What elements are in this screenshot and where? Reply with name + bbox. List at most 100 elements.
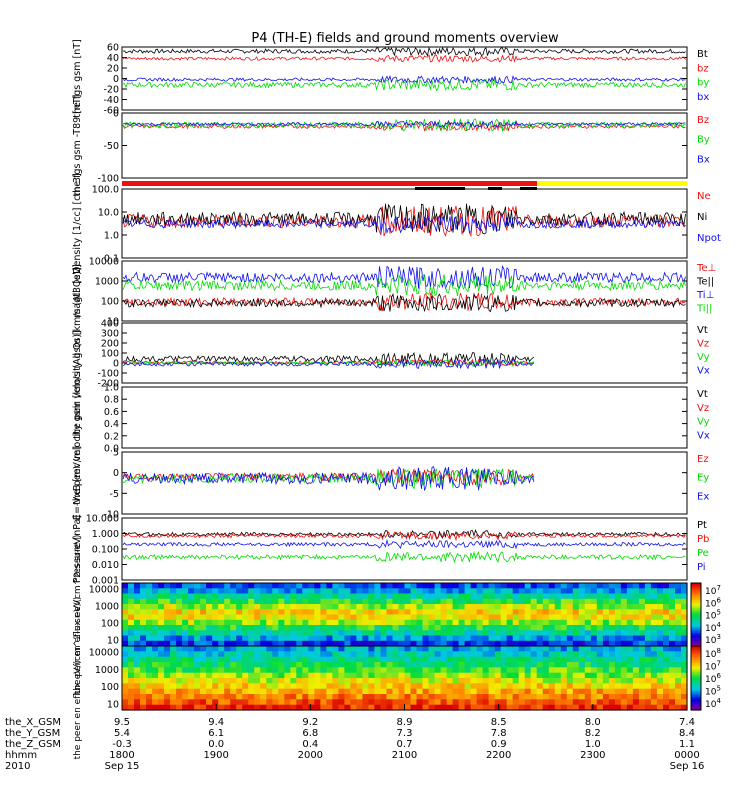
peer-velocity-legend-1: Vz <box>697 403 709 414</box>
peer-spectrogram-cell <box>572 694 580 700</box>
peer-spectrogram-cell <box>218 694 225 700</box>
peer-spectrogram-cell <box>554 651 562 658</box>
peir-spectrogram-cell <box>242 593 249 600</box>
peer-spectrogram-cell <box>398 704 406 711</box>
peer-spectrogram-cell <box>608 678 616 684</box>
peer-spectrogram-cell <box>650 688 658 695</box>
peer-spectrogram-cell <box>248 678 255 684</box>
peir-spectrogram-cell <box>512 640 520 647</box>
peer-spectrogram-cell <box>320 662 327 668</box>
peer-spectrogram-cell <box>428 651 436 658</box>
peer-spectrogram-cell <box>644 704 652 711</box>
peer-spectrogram-cell <box>602 699 610 706</box>
peir-spectrogram-cell <box>663 614 670 621</box>
peer-spectrogram-cell <box>602 678 610 684</box>
peir-spectrogram-cell <box>476 614 484 621</box>
peer-spectrogram-cell <box>284 688 291 695</box>
peir-spectrogram-cell <box>296 625 303 631</box>
peer-spectrogram-cell <box>332 699 339 706</box>
peir-spectrogram-cell <box>332 630 339 637</box>
peir-spectrogram-cell <box>308 625 315 631</box>
peer-spectrogram-cell <box>176 656 183 663</box>
peer-spectrogram-cell <box>440 667 448 674</box>
peir-spectrogram-cell <box>284 635 291 642</box>
peer-spectrogram-cell <box>410 678 418 684</box>
peir-spectrogram-cell <box>224 609 231 616</box>
peir-spectrogram-cell <box>626 598 634 605</box>
fgs-legend-0: Bt <box>697 49 708 60</box>
peir-spectrogram-cell <box>608 588 616 595</box>
peer-spectrogram-cell <box>140 683 147 690</box>
peir-spectrogram-cell <box>356 630 363 637</box>
peir-spectrogram-cell <box>434 593 442 600</box>
peir-spectrogram-cell <box>152 583 159 589</box>
fgs-series-by <box>122 78 686 92</box>
peir-spectrogram-cell <box>578 604 586 610</box>
peer-spectrogram-cell <box>308 646 315 652</box>
peir-spectrogram-cell <box>554 614 562 621</box>
peir-spectrogram-cell <box>620 588 628 595</box>
peer-spectrogram-cell <box>542 651 550 658</box>
peir-spectrogram-cell <box>470 588 478 595</box>
peer-spectrogram-cell <box>188 646 195 652</box>
peer-spectrogram-cell <box>566 683 574 690</box>
peer-velocity-ytick: 0.6 <box>104 407 119 418</box>
peir-spectrogram-cell <box>560 593 568 600</box>
peir-spectrogram-cell <box>488 630 496 637</box>
peir-spectrogram-cell <box>308 640 315 647</box>
peir-spectrogram-cell <box>440 604 448 610</box>
peer-spectrogram-cell <box>134 704 141 711</box>
peir-spectrogram-cell <box>452 625 460 631</box>
peer-spectrogram-cell <box>194 667 201 674</box>
x-row-label: the_X_GSM <box>5 717 61 728</box>
peir-spectrogram-cell <box>536 604 544 610</box>
peer-spectrogram-colorbar-cell <box>691 688 701 692</box>
peer-spectrogram-cell <box>356 694 363 700</box>
peer-spectrogram-cell <box>638 662 646 668</box>
peir-spectrogram-cell <box>188 630 195 637</box>
peer-spectrogram-cell <box>675 704 682 711</box>
peer-spectrogram-cell <box>536 699 544 706</box>
peir-spectrogram-cell <box>134 593 141 600</box>
peir-spectrogram-cell <box>320 609 327 616</box>
peer-spectrogram-cell <box>500 667 508 674</box>
peir-spectrogram-cell <box>428 604 436 610</box>
peir-spectrogram-cell <box>422 583 430 589</box>
peir-spectrogram-cell <box>344 593 351 600</box>
peir-spectrogram-cell <box>392 593 400 600</box>
efield-series-Ex <box>122 466 535 491</box>
temperature-series-Ti|| <box>122 273 686 297</box>
peir-spectrogram-cell <box>200 625 207 631</box>
peer-spectrogram-cell <box>146 667 153 674</box>
peer-spectrogram-cell <box>350 656 357 663</box>
peir-spectrogram-cell <box>194 619 201 626</box>
peer-spectrogram-cell <box>404 662 412 668</box>
peer-spectrogram-cell <box>422 704 430 711</box>
peer-spectrogram-cell <box>614 651 622 658</box>
peir-spectrogram-colorbar-cell <box>691 595 701 599</box>
peir-spectrogram-cell <box>200 630 207 637</box>
peir-spectrogram-cell <box>338 630 345 637</box>
peir-spectrogram-cell <box>428 640 436 647</box>
peir-spectrogram-cell <box>669 630 676 637</box>
peer-spectrogram-cell <box>626 704 634 711</box>
peer-spectrogram-cell <box>470 678 478 684</box>
peer-spectrogram-cell <box>404 683 412 690</box>
peir-spectrogram-cell <box>572 604 580 610</box>
peir-spectrogram-cell <box>170 609 177 616</box>
peir-spectrogram-cell <box>362 604 369 610</box>
peer-spectrogram-cell <box>596 688 604 695</box>
peer-spectrogram-colorbar-tick: 105 <box>705 685 721 698</box>
peir-spectrogram-cell <box>488 598 496 605</box>
peer-spectrogram-cell <box>506 667 514 674</box>
peir-spectrogram-cell <box>140 625 147 631</box>
peer-spectrogram-cell <box>404 699 412 706</box>
peir-spectrogram-cell <box>224 619 231 626</box>
peir-spectrogram-cell <box>524 598 532 605</box>
peir-spectrogram-cell <box>122 640 129 647</box>
peer-spectrogram-cell <box>434 699 442 706</box>
peer-spectrogram-cell <box>242 656 249 663</box>
peir-spectrogram-cell <box>602 630 610 637</box>
peir-spectrogram-cell <box>422 598 430 605</box>
peer-spectrogram-cell <box>440 672 448 679</box>
